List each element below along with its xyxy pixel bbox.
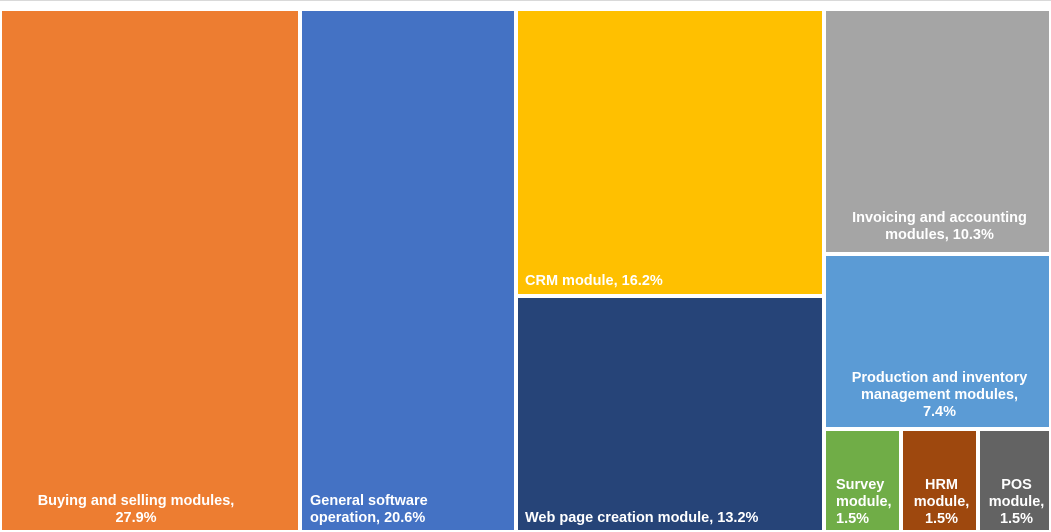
tile-label-hrm-module: HRM module, 1.5%: [913, 477, 970, 527]
tile-general-software-operation: General software operation, 20.6%: [300, 9, 516, 532]
tile-label-buying-and-selling-modules: Buying and selling modules, 27.9%: [37, 493, 235, 526]
tile-label-crm-module: CRM module, 16.2%: [525, 273, 663, 289]
tile-production-and-inventory-management-modules: Production and inventory management modul…: [824, 254, 1051, 429]
tile-label-pos-module: POS module, 1.5%: [988, 477, 1045, 527]
tile-label-general-software-operation: General software operation, 20.6%: [310, 493, 428, 526]
tile-crm-module: CRM module, 16.2%: [516, 9, 824, 296]
tile-label-invoicing-and-accounting-modules: Invoicing and accounting modules, 10.3%: [852, 210, 1027, 243]
tile-buying-and-selling-modules: Buying and selling modules, 27.9%: [0, 9, 300, 532]
tile-web-page-creation-module: Web page creation module, 13.2%: [516, 296, 824, 532]
tile-label-web-page-creation-module: Web page creation module, 13.2%: [525, 510, 759, 526]
tile-pos-module: POS module, 1.5%: [978, 429, 1051, 532]
tile-invoicing-and-accounting-modules: Invoicing and accounting modules, 10.3%: [824, 9, 1051, 254]
tile-survey-module: Survey module, 1.5%: [824, 429, 901, 532]
tile-label-survey-module: Survey module, 1.5%: [836, 477, 892, 527]
tile-hrm-module: HRM module, 1.5%: [901, 429, 978, 532]
tile-label-production-and-inventory-management-modules: Production and inventory management modul…: [851, 370, 1028, 420]
